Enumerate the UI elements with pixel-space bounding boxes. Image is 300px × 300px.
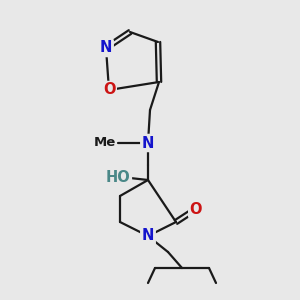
Text: O: O bbox=[103, 82, 115, 98]
Text: N: N bbox=[100, 40, 112, 56]
Text: N: N bbox=[142, 136, 154, 151]
Text: HO: HO bbox=[106, 170, 130, 185]
Text: Me: Me bbox=[94, 136, 116, 149]
Text: N: N bbox=[142, 229, 154, 244]
Text: O: O bbox=[190, 202, 202, 217]
